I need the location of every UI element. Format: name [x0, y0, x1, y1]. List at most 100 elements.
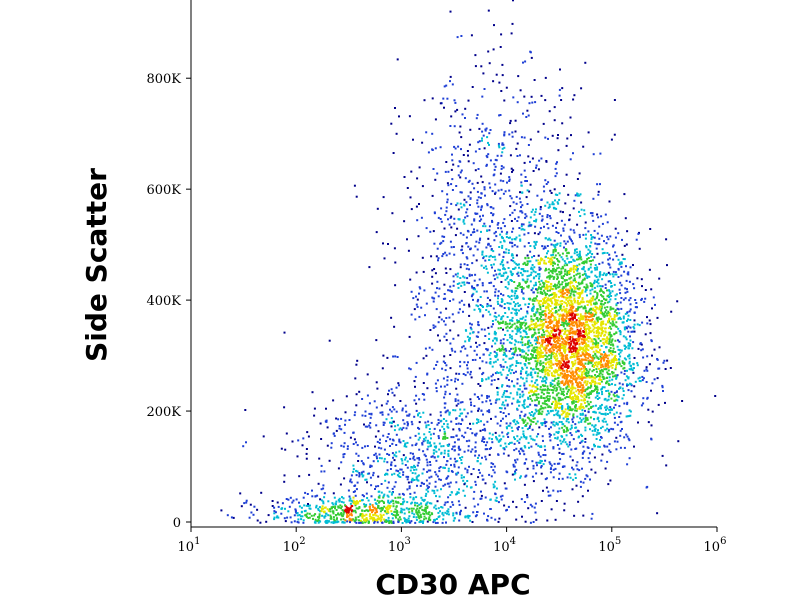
data-point	[501, 346, 504, 349]
data-point	[540, 344, 542, 347]
data-point	[529, 425, 531, 428]
data-point	[526, 422, 529, 425]
data-point	[500, 365, 503, 368]
data-point	[526, 270, 529, 273]
data-point	[617, 396, 620, 399]
data-point	[550, 372, 553, 375]
data-point	[543, 259, 546, 262]
data-point	[547, 181, 550, 184]
data-point	[556, 275, 559, 278]
data-point	[521, 368, 524, 370]
data-point	[615, 364, 618, 367]
data-point	[461, 245, 464, 248]
data-point	[537, 168, 540, 171]
data-point	[554, 329, 557, 332]
data-point	[502, 393, 505, 396]
data-point	[562, 227, 565, 230]
data-point	[608, 337, 611, 340]
data-point	[564, 362, 567, 365]
data-point	[452, 280, 455, 283]
data-point	[625, 243, 628, 246]
data-point	[461, 252, 464, 255]
data-point	[645, 368, 648, 371]
data-point	[536, 308, 539, 311]
data-point	[444, 362, 447, 364]
data-point	[526, 189, 529, 192]
data-point	[535, 208, 537, 211]
data-point	[449, 342, 452, 345]
data-point	[559, 439, 562, 442]
data-point	[621, 428, 623, 430]
data-point	[586, 327, 589, 330]
data-point	[464, 329, 467, 332]
data-point	[596, 356, 599, 359]
data-point	[522, 433, 525, 436]
data-point	[550, 301, 553, 304]
data-point	[500, 292, 502, 295]
data-point	[585, 338, 588, 341]
data-point	[576, 287, 579, 290]
data-point	[561, 265, 564, 268]
data-point	[501, 385, 503, 388]
data-point	[593, 326, 596, 329]
data-point	[566, 293, 569, 296]
data-point	[571, 361, 574, 364]
data-point	[602, 378, 605, 380]
data-point	[494, 230, 497, 233]
data-point	[508, 322, 511, 325]
data-point	[576, 254, 579, 257]
data-point	[476, 190, 479, 193]
data-point	[600, 327, 603, 330]
data-point	[588, 354, 591, 357]
data-point	[610, 318, 613, 321]
data-point	[533, 220, 536, 222]
data-point	[604, 413, 607, 416]
data-point	[562, 305, 565, 308]
data-point	[600, 427, 602, 430]
data-point	[416, 305, 419, 308]
data-point	[483, 147, 486, 150]
data-point	[601, 390, 603, 393]
data-point	[574, 331, 577, 334]
data-point	[568, 299, 571, 302]
data-point	[449, 125, 452, 127]
data-point	[540, 391, 543, 394]
data-point	[561, 406, 564, 409]
data-point	[526, 374, 529, 377]
data-point	[524, 180, 527, 182]
data-point	[587, 345, 590, 348]
data-point	[591, 214, 594, 217]
data-point	[596, 281, 598, 283]
data-point	[502, 294, 505, 297]
data-point	[553, 295, 556, 298]
data-point	[466, 208, 469, 211]
data-point	[546, 344, 549, 347]
data-point	[515, 309, 518, 312]
data-point	[509, 372, 512, 375]
data-point	[394, 261, 397, 264]
data-point	[590, 340, 593, 343]
data-point	[555, 335, 557, 338]
data-point	[434, 147, 437, 150]
data-point	[599, 302, 602, 305]
data-point	[461, 281, 464, 284]
data-point	[502, 315, 505, 318]
data-point	[622, 335, 625, 338]
data-point	[619, 434, 622, 437]
data-point	[509, 205, 512, 208]
data-point	[549, 471, 552, 474]
data-point	[618, 312, 621, 315]
data-point	[574, 371, 577, 374]
data-point	[535, 346, 538, 349]
data-point	[556, 345, 559, 348]
data-point	[472, 292, 475, 295]
data-point	[560, 324, 563, 326]
data-point	[584, 350, 587, 353]
data-point	[526, 428, 529, 431]
data-point	[581, 343, 584, 345]
data-point	[492, 373, 494, 376]
data-point	[565, 413, 568, 416]
data-point	[375, 381, 378, 384]
data-point	[604, 352, 607, 355]
data-point	[544, 312, 547, 315]
